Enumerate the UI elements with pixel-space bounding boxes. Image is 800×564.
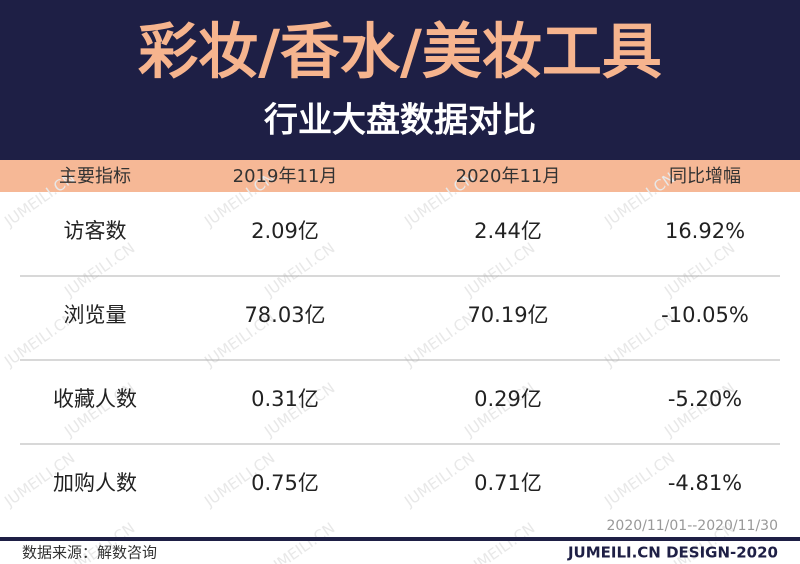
- table-header-band: [0, 160, 800, 192]
- column-header: 2020年11月: [456, 166, 561, 187]
- title: 彩妆/香水/美妆工具: [138, 18, 662, 88]
- table-cell: 访客数: [64, 219, 127, 243]
- footer-brand: JUMEILI.CN DESIGN-2020: [567, 544, 778, 562]
- column-header: 主要指标: [59, 166, 131, 187]
- table-cell: -4.81%: [668, 471, 742, 495]
- table-cell: 收藏人数: [53, 387, 137, 411]
- table-cell: 0.75亿: [251, 471, 319, 495]
- table-cell: 2.09亿: [251, 219, 319, 243]
- header-band: [0, 0, 800, 160]
- table-cell: 0.71亿: [474, 471, 542, 495]
- table-cell: 0.29亿: [474, 387, 542, 411]
- table-cell: 16.92%: [665, 219, 745, 243]
- subtitle: 行业大盘数据对比: [264, 101, 536, 141]
- table-cell: 2.44亿: [474, 219, 542, 243]
- footer-rule: [0, 537, 800, 541]
- table-cell: 0.31亿: [251, 387, 319, 411]
- footer-source: 数据来源：解数咨询: [22, 544, 157, 562]
- table-cell: -10.05%: [661, 303, 749, 327]
- table-cell: 加购人数: [53, 471, 137, 495]
- table-cell: 78.03亿: [244, 303, 325, 327]
- table-cell: 浏览量: [64, 303, 127, 327]
- table-cell: -5.20%: [668, 387, 742, 411]
- date-range: 2020/11/01--2020/11/30: [607, 518, 779, 534]
- column-header: 2019年11月: [233, 166, 338, 187]
- table-cell: 70.19亿: [467, 303, 548, 327]
- column-header: 同比增幅: [669, 166, 741, 187]
